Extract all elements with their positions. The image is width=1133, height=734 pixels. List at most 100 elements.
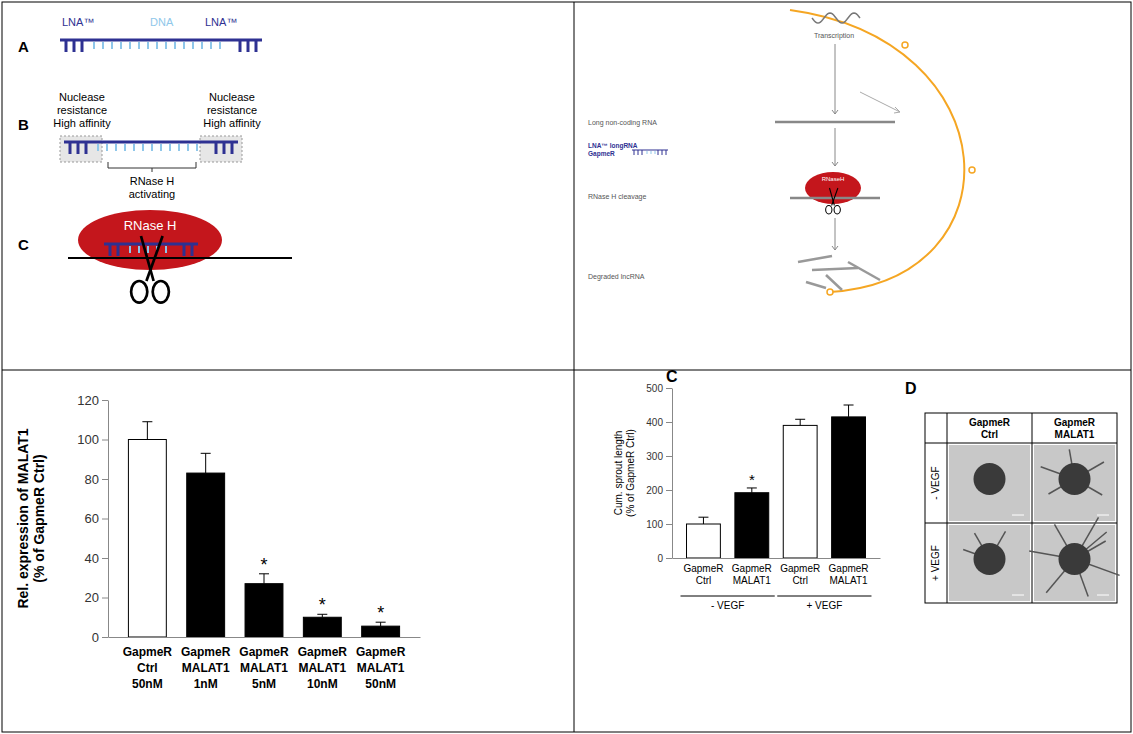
x-axis <box>673 558 881 559</box>
significance-label: * <box>749 471 755 488</box>
center-label: activating <box>129 188 175 200</box>
error-bar-cap <box>201 453 211 454</box>
segment-label: LNA™ <box>62 16 94 28</box>
scale-bar <box>1012 595 1024 596</box>
mechanism: TranscriptionLong non-coding RNALNA™ lon… <box>588 10 975 295</box>
column-header: Ctrl <box>981 429 998 440</box>
error-bar-cap <box>795 419 805 420</box>
category-label: Ctrl <box>792 575 808 586</box>
bracket <box>108 162 196 172</box>
error-bar-stem <box>147 422 148 440</box>
error-bar <box>201 453 211 473</box>
fragment <box>812 268 858 270</box>
error-bar-stem <box>264 574 265 584</box>
rna-strand <box>68 257 292 259</box>
column-header: GapmeR <box>1054 417 1096 428</box>
group-label: - VEGF <box>711 600 744 611</box>
arc-node <box>902 42 908 48</box>
tick-label: 500 <box>646 383 663 394</box>
lna-base <box>239 40 242 52</box>
segment-label: LNA™ <box>205 16 237 28</box>
table-border <box>925 413 1117 603</box>
marks <box>687 405 866 558</box>
lna-base <box>223 142 226 154</box>
tick-mark <box>102 440 108 441</box>
lna-base <box>81 40 84 52</box>
lna-box <box>60 136 102 162</box>
dna-base <box>147 246 149 253</box>
micrograph <box>949 525 1030 601</box>
schematic: ALNA™DNALNA™BNucleaseresistanceHigh affi… <box>18 16 292 303</box>
outer-border <box>2 2 1131 732</box>
tick: 40 <box>85 551 108 566</box>
bar <box>128 440 166 638</box>
step-label: RNase H cleavage <box>588 193 646 201</box>
fragment <box>826 275 842 290</box>
bar <box>735 493 769 558</box>
category-label: Ctrl <box>137 661 158 675</box>
category-label: GapmeR <box>239 645 289 659</box>
arrow-head <box>894 107 900 113</box>
bar <box>245 584 283 637</box>
wing-label: High affinity <box>53 117 111 129</box>
arrow-head <box>832 246 838 250</box>
scissor-blade <box>141 236 154 281</box>
category-label: 10nM <box>307 677 338 691</box>
bar-chart: 0100200300400500Cum. sprout length(% of … <box>613 368 881 611</box>
table-line <box>925 443 1117 444</box>
axis-title: Rel. expression of MALAT1 <box>15 428 31 608</box>
scale-bar <box>1097 595 1109 596</box>
micrograph <box>1034 525 1115 601</box>
lna-base <box>69 142 72 154</box>
dna-base <box>196 144 198 151</box>
category-label: GapmeR <box>780 563 820 574</box>
figure: ALNA™DNALNA™BNucleaseresistanceHigh affi… <box>0 0 1133 734</box>
tick-mark <box>666 422 672 423</box>
tick: 60 <box>85 511 108 526</box>
category-label: Ctrl <box>696 575 712 586</box>
dna-base <box>106 144 108 151</box>
lna-base <box>247 40 250 52</box>
tick-mark <box>666 558 672 559</box>
dna-base <box>201 42 203 49</box>
dna-base <box>115 144 117 151</box>
dna-base <box>165 246 167 253</box>
panel-label: C <box>18 236 29 253</box>
center-label: RNase H <box>130 175 175 187</box>
gapmer-icon <box>632 149 668 150</box>
fragment <box>806 282 826 288</box>
x-axis <box>109 637 421 638</box>
group-label: + VEGF <box>806 600 842 611</box>
category-label: GapmeR <box>829 563 869 574</box>
enzyme-label: RNaseH <box>822 176 845 182</box>
error-bar-stem <box>205 453 206 473</box>
category-label: MALAT1 <box>182 661 230 675</box>
tick: 80 <box>85 472 108 487</box>
dna-base <box>156 42 158 49</box>
dna-base <box>102 42 104 49</box>
divider <box>574 2 575 732</box>
tick: 200 <box>646 485 672 496</box>
scissor-handle <box>153 281 169 303</box>
gapmer-base <box>642 150 643 155</box>
category-label: 5nM <box>252 677 276 691</box>
marks <box>128 422 399 637</box>
gapmer-base <box>651 151 652 154</box>
tick: 0 <box>657 553 672 564</box>
spheroid <box>1059 463 1091 495</box>
panel-label: A <box>18 38 29 55</box>
lna-base <box>77 142 80 154</box>
feedback-arc <box>790 10 964 292</box>
axis-title: (% of GapmeR Ctrl) <box>31 454 47 582</box>
tick-label: 300 <box>646 451 663 462</box>
arrow-head <box>832 110 838 114</box>
row-header: - VEGF <box>930 466 941 499</box>
gapmer-label: LNA™ longRNA <box>588 142 638 150</box>
category-label: MALAT1 <box>829 575 868 586</box>
lna-base <box>255 40 258 52</box>
dna-base <box>129 246 131 253</box>
tick-label: 60 <box>85 511 99 526</box>
tick-mark <box>102 637 108 638</box>
tick-label: 0 <box>657 553 663 564</box>
tick-mark <box>666 490 672 491</box>
